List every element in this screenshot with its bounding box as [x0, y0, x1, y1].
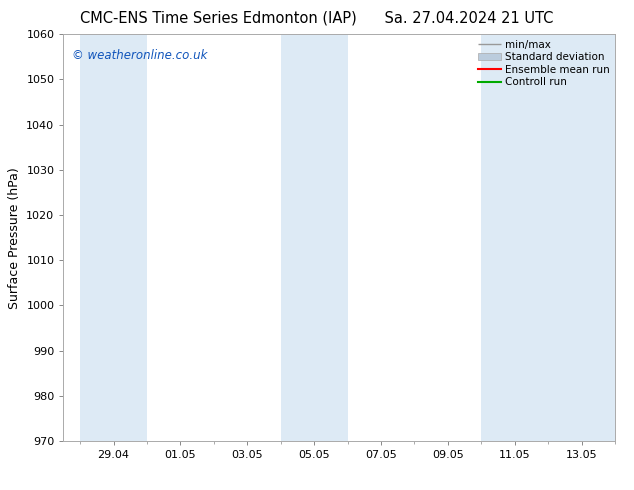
Legend: min/max, Standard deviation, Ensemble mean run, Controll run: min/max, Standard deviation, Ensemble me… — [476, 37, 612, 89]
Bar — [281, 34, 347, 441]
Text: © weatheronline.co.uk: © weatheronline.co.uk — [72, 49, 207, 62]
Bar — [80, 34, 147, 441]
Y-axis label: Surface Pressure (hPa): Surface Pressure (hPa) — [8, 167, 21, 309]
Text: CMC-ENS Time Series Edmonton (IAP)      Sa. 27.04.2024 21 UTC: CMC-ENS Time Series Edmonton (IAP) Sa. 2… — [81, 11, 553, 26]
Bar — [481, 34, 615, 441]
